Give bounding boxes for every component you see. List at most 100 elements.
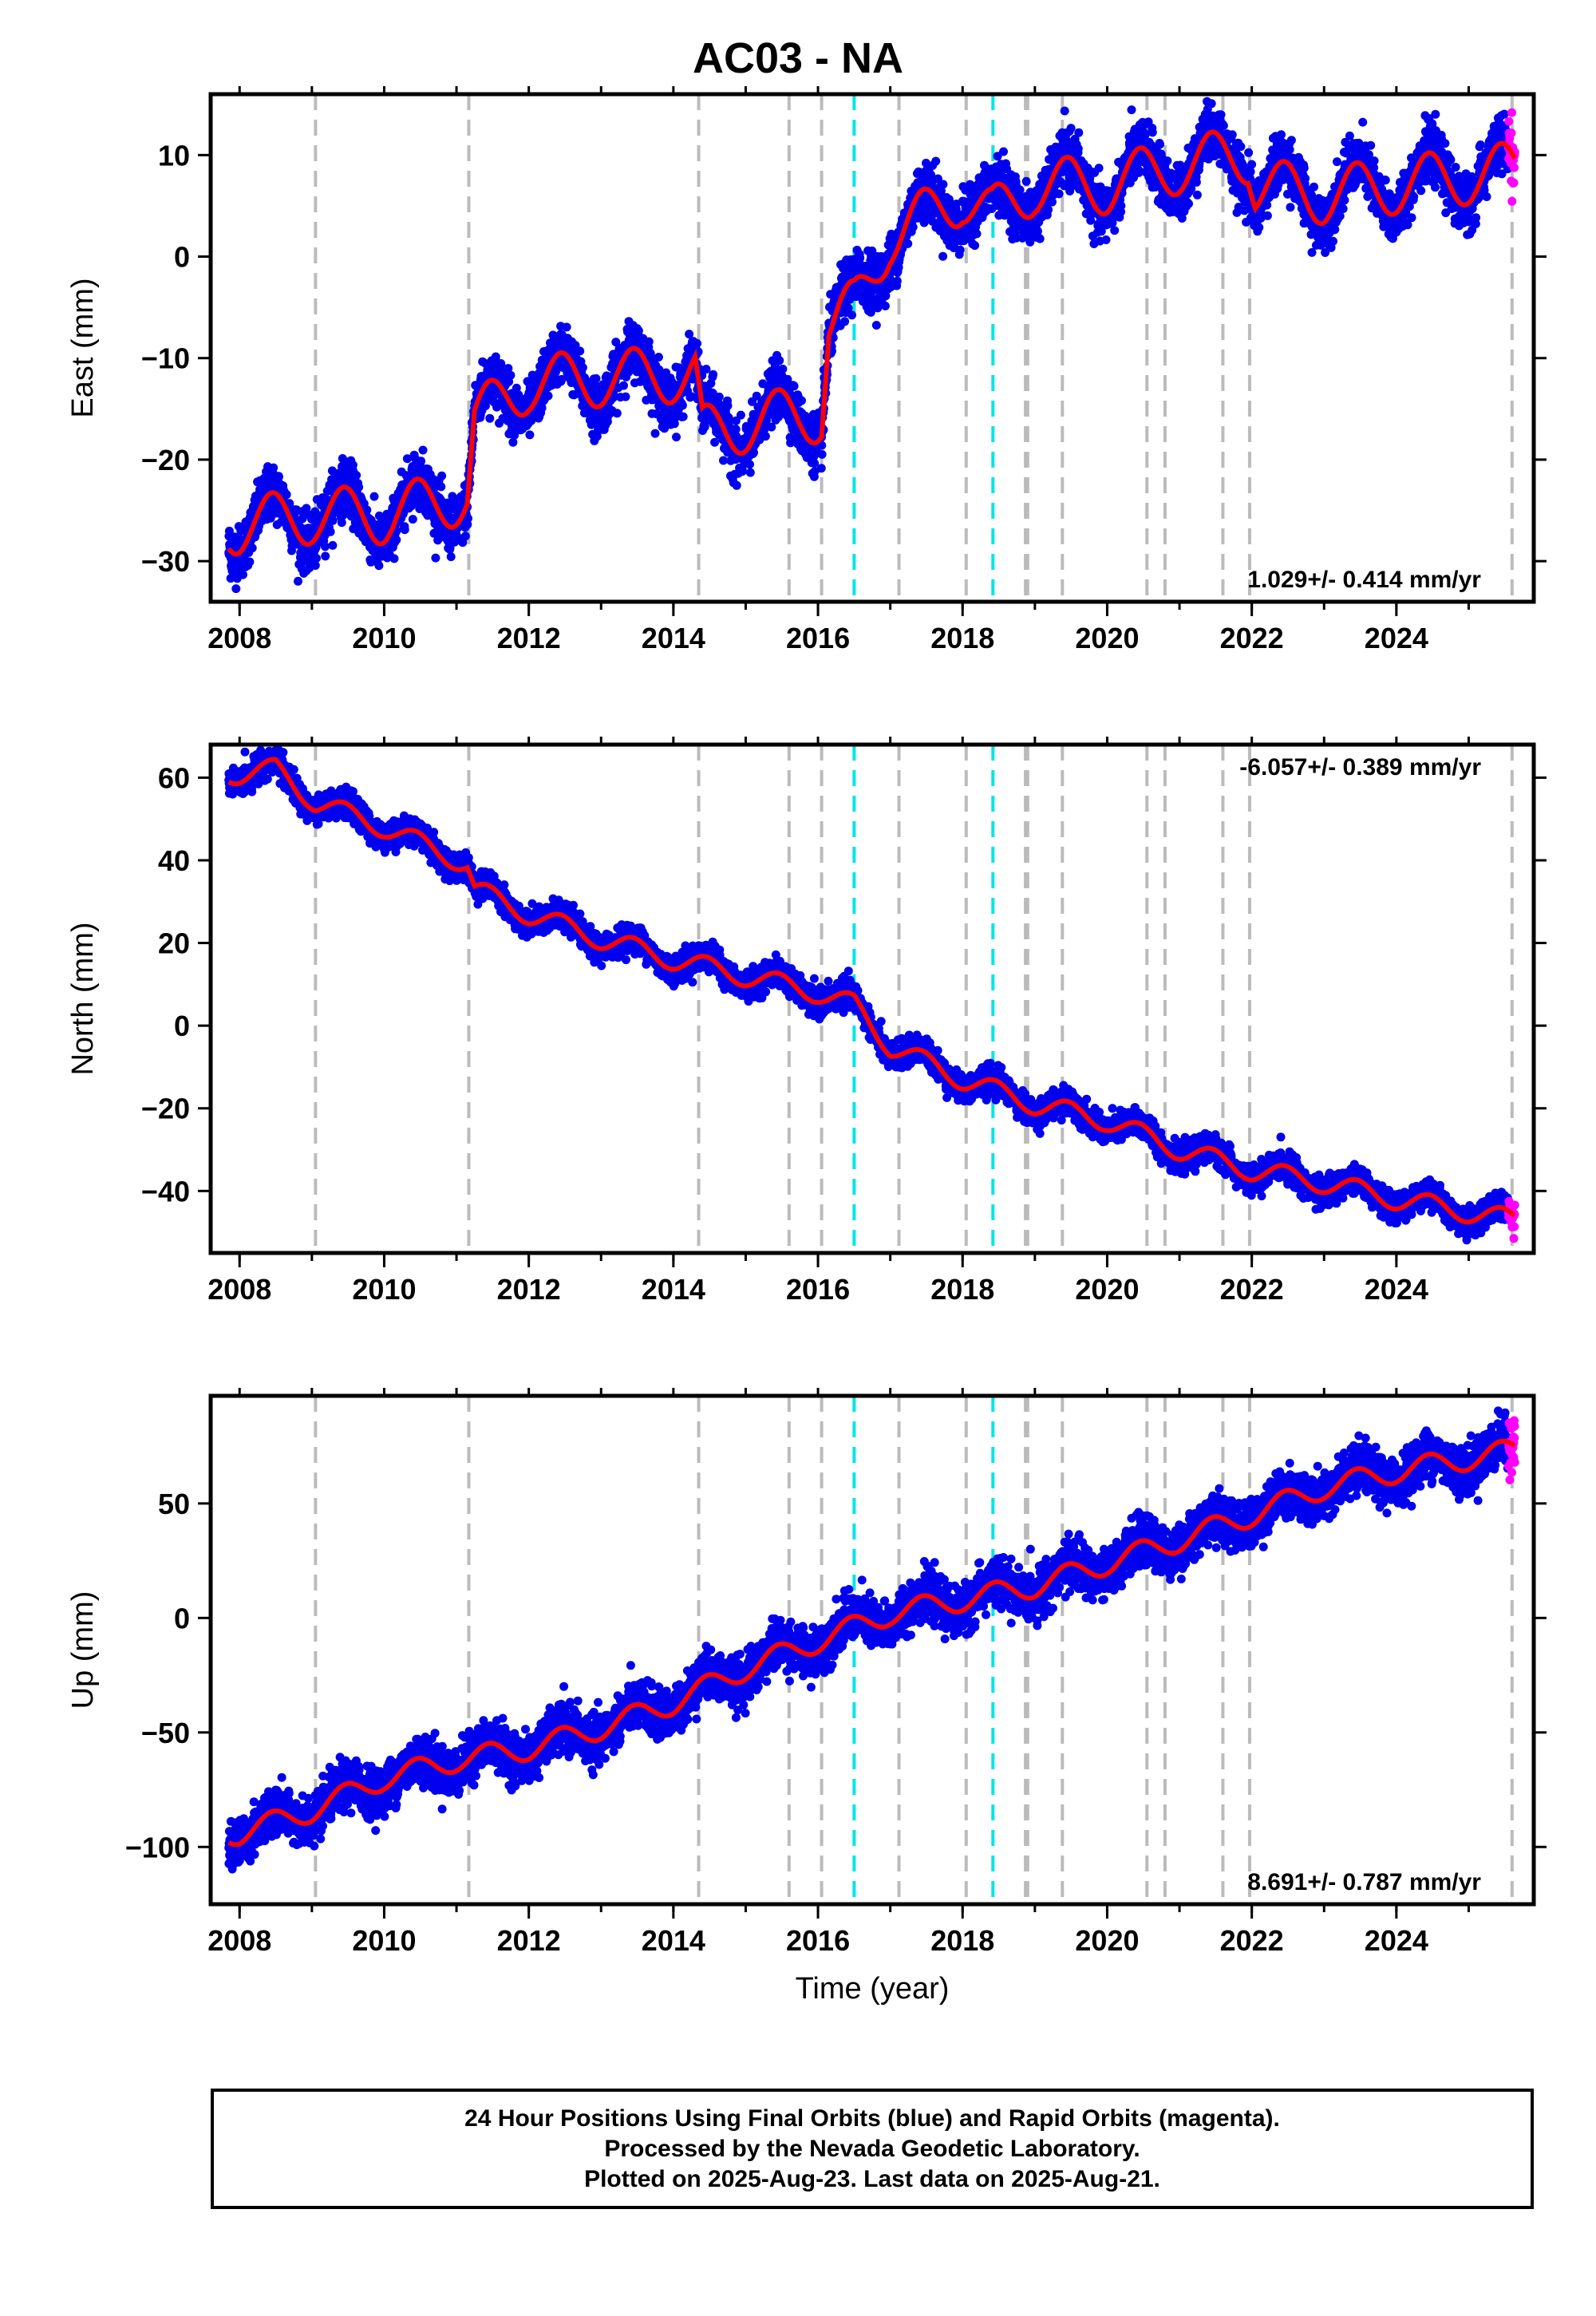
final-orbit-point: [745, 468, 755, 477]
final-orbit-point: [506, 370, 516, 380]
final-orbit-point: [354, 483, 364, 492]
final-orbit-point: [880, 301, 890, 310]
final-orbit-point: [1207, 99, 1216, 109]
final-orbit-point: [575, 346, 585, 356]
final-orbit-point: [736, 410, 745, 420]
final-orbit-point: [903, 239, 913, 248]
final-orbit-point: [672, 433, 681, 442]
final-orbit-point: [285, 499, 294, 508]
final-orbit-point: [892, 276, 902, 286]
final-orbit-point: [650, 429, 660, 438]
final-orbit-point: [797, 396, 806, 405]
final-orbit-point: [678, 401, 687, 410]
final-orbit-point: [908, 223, 918, 232]
final-orbit-point: [485, 413, 495, 423]
final-orbit-point: [749, 448, 758, 457]
final-orbit-point: [1110, 226, 1120, 235]
final-orbit-point: [1163, 156, 1172, 166]
final-orbit-point: [693, 338, 701, 348]
final-orbit-point: [955, 245, 965, 255]
final-orbit-point: [418, 445, 428, 455]
final-orbit-point: [352, 471, 361, 480]
final-orbit-point: [816, 464, 826, 473]
final-orbit-point: [938, 251, 948, 261]
final-orbit-point: [389, 554, 399, 563]
final-orbit-point: [847, 310, 856, 320]
final-orbit-point: [348, 460, 358, 470]
final-orbit-point: [224, 526, 234, 536]
final-orbit-point: [612, 409, 622, 418]
final-orbit-point: [460, 532, 470, 541]
final-orbit-point: [282, 490, 291, 500]
final-orbit-point: [269, 463, 279, 472]
final-orbit-point: [239, 570, 247, 579]
event-lines: [314, 94, 1514, 602]
final-orbit-point: [312, 554, 321, 563]
final-orbit-point: [362, 505, 372, 515]
final-orbit-point: [972, 229, 982, 239]
final-orbit-point: [525, 430, 535, 440]
final-orbit-point: [1033, 227, 1042, 236]
final-orbit-point: [562, 322, 571, 332]
final-orbit-point: [701, 365, 711, 373]
final-orbit-point: [245, 557, 255, 567]
final-orbit-point: [543, 391, 553, 401]
final-orbit-point: [709, 370, 718, 379]
final-orbit-point: [737, 467, 747, 476]
final-orbit-point: [760, 432, 770, 441]
final-orbit-point: [1073, 144, 1083, 153]
final-orbit-point: [938, 180, 948, 189]
final-orbit-point: [817, 449, 827, 459]
final-orbit-point: [446, 552, 456, 562]
final-orbit-point: [374, 561, 384, 571]
final-orbit-point: [1192, 190, 1202, 200]
final-orbit-point: [231, 584, 241, 594]
final-orbit-point: [247, 543, 257, 553]
final-orbit-point: [1127, 105, 1136, 115]
final-orbit-point: [321, 551, 330, 561]
final-orbit-point: [871, 321, 881, 330]
final-orbit-point: [328, 540, 338, 550]
final-orbit-point: [999, 147, 1008, 156]
final-orbit-point: [654, 353, 663, 362]
final-orbit-point: [1116, 201, 1126, 211]
final-orbit-point: [1074, 128, 1084, 137]
final-orbit-point: [1035, 234, 1045, 243]
final-orbit-point: [1184, 199, 1193, 208]
final-orbit-point: [1021, 176, 1031, 186]
final-orbit-point: [678, 412, 688, 421]
final-orbit-point: [732, 480, 741, 490]
final-orbit-point: [591, 373, 601, 383]
final-orbit-point: [1066, 124, 1076, 133]
final-orbit-point: [1101, 235, 1111, 244]
final-orbit-point: [931, 156, 941, 166]
final-orbit-point: [840, 317, 850, 326]
final-orbit-points: [224, 97, 1513, 594]
final-orbit-point: [431, 553, 440, 563]
final-orbit-point: [602, 417, 612, 426]
final-orbit-point: [970, 241, 980, 251]
final-orbit-point: [619, 381, 628, 390]
final-orbit-point: [644, 337, 654, 346]
final-orbit-point: [1094, 164, 1104, 173]
final-orbit-point: [321, 542, 330, 551]
final-orbit-point: [417, 456, 425, 466]
final-orbit-point: [778, 364, 788, 373]
final-orbit-point: [578, 363, 587, 373]
final-orbit-point: [775, 356, 784, 366]
panel-east: 2008 2010 2012 2014 2016 2018 2020 2022 2024−30−…: [66, 86, 1547, 654]
final-orbit-point: [437, 482, 446, 492]
final-orbit-point: [1134, 168, 1144, 177]
final-orbit-point: [392, 535, 401, 544]
final-orbit-point: [723, 401, 733, 410]
final-orbit-point: [789, 381, 799, 391]
final-orbit-point: [369, 492, 379, 501]
final-orbit-point: [537, 403, 547, 413]
final-orbit-point: [408, 515, 417, 524]
final-orbit-point: [274, 472, 283, 481]
final-orbit-point: [337, 518, 346, 528]
final-orbit-point: [710, 437, 720, 447]
chart-title: AC03 - NA: [692, 34, 904, 82]
final-orbit-point: [1156, 140, 1164, 149]
